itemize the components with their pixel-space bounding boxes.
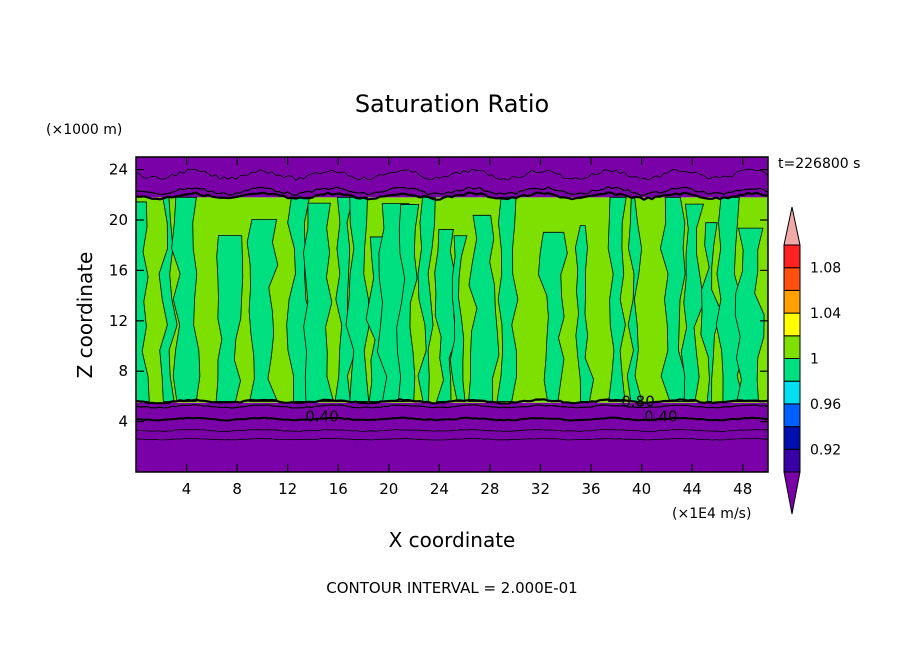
x-unit-label: (×1E4 m/s) — [672, 506, 751, 522]
colorbar-swatch — [783, 312, 801, 337]
x-tick-label: 40 — [632, 480, 651, 498]
plot-frame — [135, 156, 769, 473]
contour-line — [136, 437, 768, 441]
green-streak — [700, 222, 722, 402]
green-streak — [171, 196, 201, 402]
contour-line — [136, 404, 768, 409]
green-streak — [215, 235, 244, 402]
colorbar-swatch — [783, 244, 801, 269]
y-tick-label: 20 — [109, 211, 128, 229]
green-streak — [345, 196, 370, 402]
green-streak — [136, 201, 150, 402]
colorbar-swatch — [783, 335, 801, 359]
contour-line — [136, 398, 768, 405]
contour-line — [136, 428, 768, 432]
colorbar-swatch — [783, 403, 801, 428]
contour-line — [136, 416, 768, 422]
x-tick-label: 8 — [232, 480, 242, 498]
x-tick-label: 48 — [733, 480, 752, 498]
time-label: t=226800 s — [778, 156, 860, 172]
x-tick-label: 24 — [430, 480, 449, 498]
colorbar: 1.08 1.04 1 0.96 0.92 — [783, 206, 841, 515]
x-tick-label: 28 — [480, 480, 499, 498]
colorbar-swatch — [783, 448, 801, 473]
y-tick-label: 24 — [109, 161, 128, 179]
y-axis-label: Z coordinate — [73, 252, 97, 379]
x-tick-label: 16 — [329, 480, 348, 498]
green-streak — [607, 196, 627, 402]
contour-line — [136, 168, 768, 181]
x-tick-label: 44 — [683, 480, 702, 498]
x-tick-label: 4 — [182, 480, 192, 498]
contour-label: 0.80 — [621, 392, 654, 410]
contour-line — [136, 191, 768, 201]
colorbar-label: 0.92 — [810, 442, 841, 458]
colorbar-max-arrow — [783, 206, 801, 246]
colorbar-swatch — [783, 267, 801, 291]
x-tick-label: 20 — [379, 480, 398, 498]
x-tick-label: 12 — [278, 480, 297, 498]
layer-lower-dry — [136, 402, 768, 472]
colorbar-swatch — [783, 426, 801, 450]
x-tick-label: 36 — [581, 480, 600, 498]
y-tick-label: 8 — [118, 362, 128, 380]
y-tick-label: 12 — [109, 312, 128, 330]
colorbar-swatch — [783, 358, 801, 382]
colorbar-label: 1.08 — [810, 261, 841, 277]
contour-label: 0.40 — [644, 408, 677, 426]
colorbar-min-arrow — [783, 471, 801, 515]
plot-area: 0.40 0.400.804 8 12 16 20 24 28 32 36 40 44 48481216… — [109, 156, 769, 498]
contour-interval-footer: CONTOUR INTERVAL = 2.000E-01 — [326, 579, 577, 597]
y-unit-label: (×1000 m) — [46, 122, 122, 138]
colorbar-swatch — [783, 289, 801, 314]
x-tick-label: 32 — [531, 480, 550, 498]
green-streak — [626, 196, 643, 402]
colorbar-label: 1.04 — [810, 306, 841, 322]
y-tick-label: 16 — [109, 261, 128, 279]
colorbar-swatch — [783, 380, 801, 405]
contour-label: 0.40 — [305, 408, 338, 426]
y-tick-label: 4 — [118, 413, 128, 431]
contour-line — [136, 186, 768, 197]
chart-title: Saturation Ratio — [355, 90, 549, 118]
x-axis-label: X coordinate — [389, 528, 516, 552]
layer-upper-dry — [136, 157, 768, 198]
colorbar-label: 0.96 — [810, 397, 841, 413]
colorbar-label: 1 — [810, 352, 819, 368]
